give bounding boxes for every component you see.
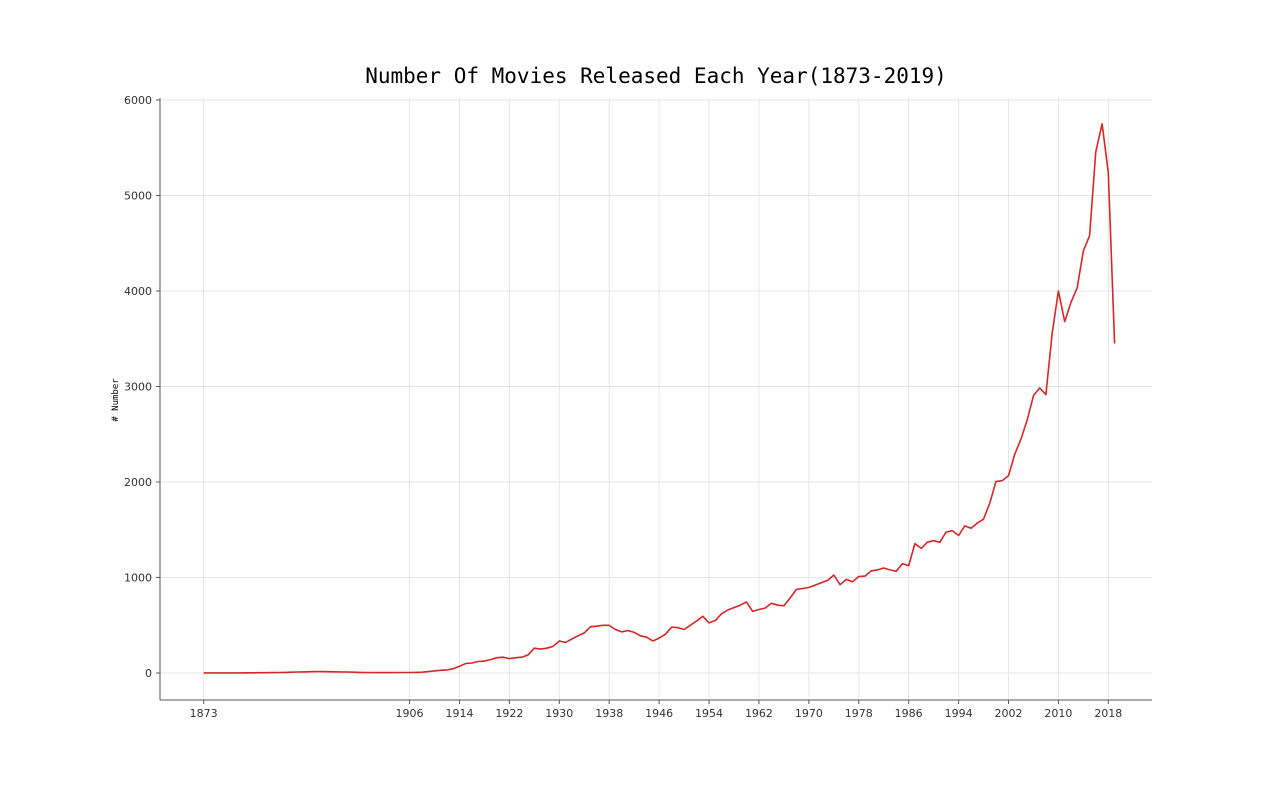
x-tick-label: 1906 [396,707,424,720]
axes [156,98,1152,704]
x-tick-label: 1962 [745,707,773,720]
x-tick-label: 1986 [895,707,923,720]
x-tick-label: 1954 [695,707,723,720]
x-tick-label: 1873 [190,707,218,720]
chart-title: Number Of Movies Released Each Year(1873… [365,64,947,88]
x-tick-label: 1930 [545,707,573,720]
y-tick-label: 5000 [124,190,152,203]
y-tick-label: 1000 [124,572,152,585]
y-tick-label: 6000 [124,94,152,107]
x-tick-label: 1970 [795,707,823,720]
x-tick-label: 2010 [1044,707,1072,720]
x-tick-label: 1978 [845,707,873,720]
series-line [203,123,1116,674]
x-tick-label: 1914 [445,707,473,720]
y-tick-label: 0 [145,667,152,680]
y-tick-label: 4000 [124,285,152,298]
x-tick-label: 1938 [595,707,623,720]
y-tick-label: 3000 [124,381,152,394]
x-tick-label: 1922 [495,707,523,720]
x-tick-label: 2018 [1094,707,1122,720]
grid-layer [160,98,1152,700]
series-layer [203,123,1116,674]
tick-labels: 1873 1906 1914 1922 1930 1938 1946 1954 1962 1970… [124,94,1122,720]
x-tick-label: 1994 [945,707,973,720]
y-tick-label: 2000 [124,476,152,489]
x-tick-label: 2002 [995,707,1023,720]
x-tick-label: 1946 [645,707,673,720]
